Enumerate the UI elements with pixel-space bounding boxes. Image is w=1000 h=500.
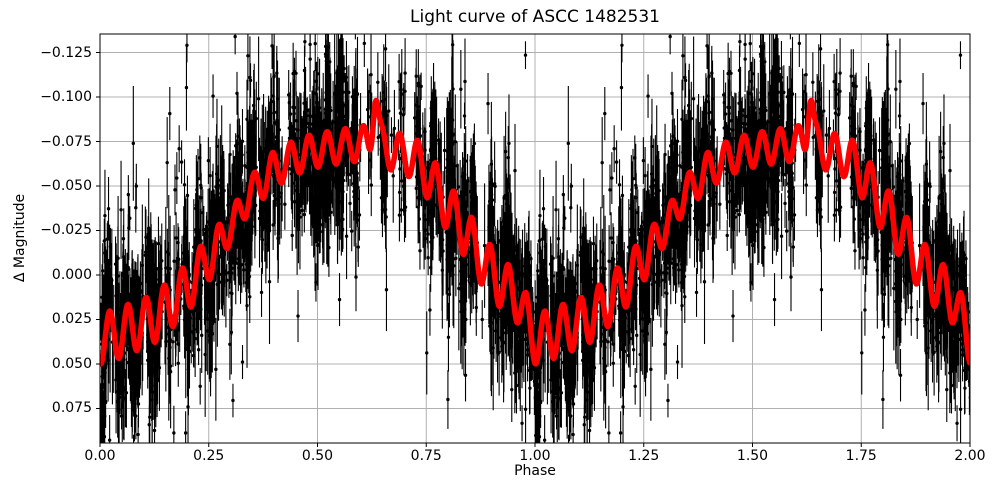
- y-axis-label: Δ Magnitude: [12, 193, 28, 283]
- y-tick-label: 0.000: [51, 266, 92, 283]
- x-tick-label: 1.00: [519, 448, 551, 464]
- chart-title: Light curve of ASCC 1482531: [410, 7, 660, 27]
- x-tick-label: 0.50: [301, 448, 334, 464]
- x-tick-label: 0.00: [84, 448, 116, 464]
- x-tick-label: 1.50: [736, 448, 769, 464]
- x-tick-label: 0.25: [193, 448, 225, 464]
- x-axis-label: Phase: [514, 463, 556, 479]
- x-tick-label: 1.25: [628, 448, 660, 464]
- y-tick-label: −0.075: [40, 133, 92, 150]
- x-tick-label: 0.75: [410, 448, 442, 464]
- y-tick-label: −0.025: [40, 222, 92, 239]
- y-tick-label: −0.125: [40, 44, 92, 61]
- x-tick-label: 1.75: [845, 448, 877, 464]
- y-tick-label: 0.050: [51, 355, 92, 372]
- y-tick-label: 0.025: [51, 311, 92, 328]
- y-tick-label: 0.075: [51, 400, 92, 417]
- y-tick-label: −0.050: [40, 177, 92, 194]
- x-tick-label: 2.00: [954, 448, 986, 464]
- y-tick-label: −0.100: [40, 89, 92, 105]
